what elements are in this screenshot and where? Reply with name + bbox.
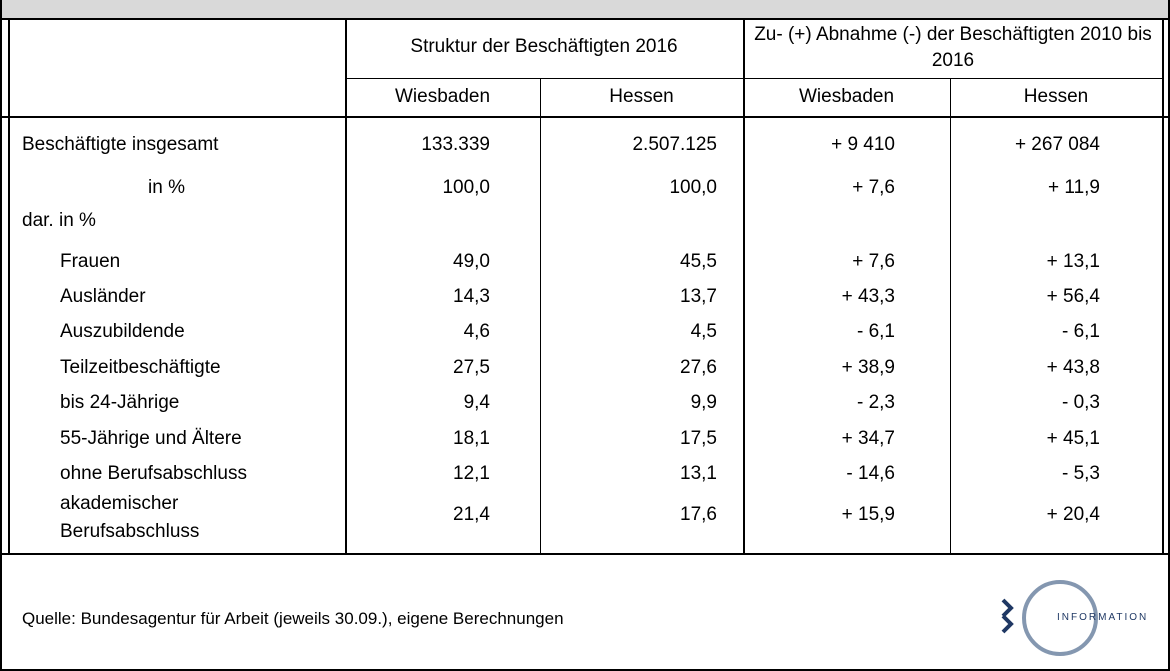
cell: 9,9 (690, 392, 717, 413)
cell: 49,0 (453, 251, 490, 272)
subheader: Hessen (1023, 86, 1089, 107)
cell: + 20,4 (1046, 504, 1100, 525)
cell: 4,6 (463, 321, 490, 342)
cell: 12,1 (453, 463, 490, 484)
cell: 4,5 (690, 321, 717, 342)
cell: 13,1 (680, 463, 717, 484)
cell: + 34,7 (841, 428, 895, 449)
cell: 2.507.125 (632, 134, 717, 155)
logo-text: INFORMATION (1057, 612, 1148, 623)
cell: + 43,8 (1046, 357, 1100, 378)
cell: 13,7 (680, 286, 717, 307)
cell: 14,3 (453, 286, 490, 307)
cell: 45,5 (680, 251, 717, 272)
row-label: Teilzeitbeschäftigte (60, 357, 221, 378)
rule (743, 18, 745, 555)
cell: 18,1 (453, 428, 490, 449)
row-label: bis 24-Jährige (60, 392, 180, 413)
cell: + 7,6 (852, 177, 895, 198)
cell: + 13,1 (1046, 251, 1100, 272)
cell: + 38,9 (841, 357, 895, 378)
rule (1162, 18, 1164, 555)
group-label: dar. in % (22, 210, 96, 231)
cell: + 267 084 (1014, 134, 1100, 155)
rule (345, 78, 1164, 79)
rule (0, 18, 1170, 20)
row-label: in % (148, 177, 185, 198)
subheader: Hessen (609, 86, 674, 107)
row-label: Ausländer (60, 286, 146, 307)
cell: 27,6 (680, 357, 717, 378)
rule (950, 78, 951, 555)
cell: 17,6 (680, 504, 717, 525)
rule (0, 0, 2, 671)
row-label: ohne Berufsabschluss (60, 463, 247, 484)
cell: - 6,1 (856, 321, 895, 342)
cell: + 11,9 (1048, 177, 1100, 198)
row-label: Auszubildende (60, 321, 185, 342)
logo: INFORMATION (1001, 580, 1148, 656)
cell: 133.339 (421, 134, 490, 155)
cell: + 7,6 (852, 251, 895, 272)
cell: - 5,3 (1061, 463, 1100, 484)
cell: 27,5 (453, 357, 490, 378)
cell: + 45,1 (1046, 428, 1100, 449)
subheader: Wiesbaden (394, 86, 491, 107)
row-label: akademischer Berufsabschluss (60, 493, 200, 542)
cell: - 0,3 (1061, 392, 1100, 413)
row-label: Beschäftigte insgesamt (22, 134, 219, 155)
cell: 100,0 (669, 177, 717, 198)
rule (8, 18, 10, 555)
source: Quelle: Bundesagentur für Arbeit (jeweil… (22, 609, 564, 628)
group-header: Struktur der Beschäftigten 2016 (410, 36, 678, 57)
cell: + 43,3 (841, 286, 895, 307)
rule (540, 78, 541, 555)
rule (0, 116, 1170, 118)
cell: 21,4 (453, 504, 490, 525)
cell: - 2,3 (856, 392, 895, 413)
cell: + 15,9 (841, 504, 895, 525)
cell: + 56,4 (1046, 286, 1100, 307)
rule (0, 553, 1170, 555)
cell: - 6,1 (1061, 321, 1100, 342)
row-label: Frauen (60, 251, 121, 272)
cell: 9,4 (463, 392, 490, 413)
cell: - 14,6 (846, 463, 895, 484)
title-strip (0, 0, 1170, 18)
cell: + 9 410 (831, 134, 895, 155)
cell: 17,5 (680, 428, 717, 449)
rule (1168, 0, 1170, 671)
rule (0, 669, 1170, 671)
cell: 100,0 (442, 177, 490, 198)
subheader: Wiesbaden (798, 86, 895, 107)
group-header: Zu- (+) Abnahme (-) der Beschäftigten 20… (754, 24, 1152, 71)
row-label: 55-Jährige und Ältere (60, 428, 242, 449)
rule (345, 18, 347, 555)
